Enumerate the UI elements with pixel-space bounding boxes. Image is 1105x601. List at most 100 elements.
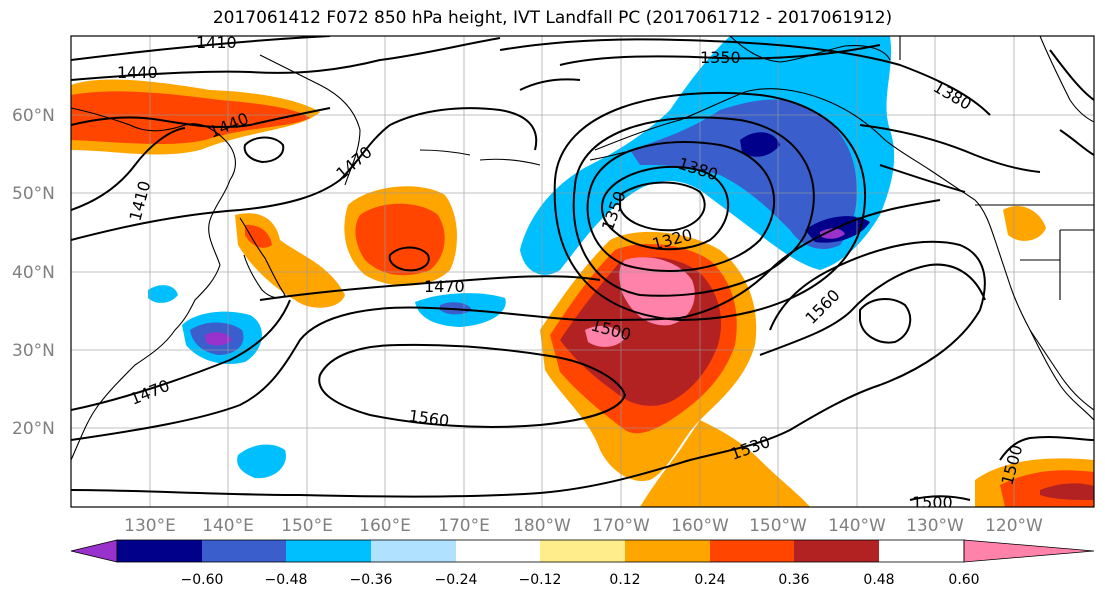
lon-label: 140°W bbox=[828, 516, 886, 536]
map-frame bbox=[70, 35, 1095, 508]
contour-label: 1440 bbox=[117, 63, 158, 82]
ivt-positive-area bbox=[245, 224, 272, 248]
colorbar: −0.60 −0.48 −0.36 −0.24 −0.12 0.12 0.24 … bbox=[70, 539, 1095, 588]
colorbar-segment bbox=[202, 540, 286, 562]
lon-label: 130°W bbox=[906, 516, 964, 536]
colorbar-segment bbox=[286, 540, 371, 562]
colorbar-ticks: −0.60 −0.48 −0.36 −0.24 −0.12 0.12 0.24 … bbox=[181, 572, 980, 588]
lon-label: 150°W bbox=[749, 516, 807, 536]
lon-label: 180°W bbox=[513, 516, 571, 536]
contour-label: 1350 bbox=[700, 48, 741, 67]
map-title: 2017061412 F072 850 hPa height, IVT Land… bbox=[212, 8, 893, 28]
contour-1560-west bbox=[318, 343, 627, 428]
contour-1470-main bbox=[71, 107, 538, 241]
colorbar-tick-label: 0.60 bbox=[948, 572, 979, 588]
ivt-positive-area bbox=[1040, 483, 1094, 500]
kamchatka-coastline bbox=[259, 54, 361, 186]
mexico-coastline bbox=[1029, 329, 1094, 421]
colorbar-segment bbox=[710, 540, 794, 562]
lon-label: 160°W bbox=[671, 516, 729, 536]
contour-1470-east bbox=[879, 164, 966, 193]
lon-label: 150°E bbox=[281, 516, 333, 536]
lat-label: 40°N bbox=[12, 263, 55, 283]
colorbar-segment bbox=[371, 540, 456, 562]
contour-1560-band bbox=[759, 263, 986, 356]
ivt-positive-area bbox=[619, 257, 695, 326]
ivt-negative-area bbox=[630, 99, 857, 250]
contour-east-lines bbox=[1049, 49, 1094, 156]
north-america-border bbox=[975, 204, 1094, 300]
colorbar-segment bbox=[540, 540, 625, 562]
contour-1500-sw bbox=[909, 495, 971, 501]
contour-1560-east bbox=[859, 298, 912, 344]
colorbar-tick-label: −0.48 bbox=[265, 572, 308, 588]
ivt-positive-area bbox=[585, 325, 625, 347]
japan-coastline bbox=[239, 217, 286, 299]
contour-1410-west bbox=[71, 127, 186, 211]
contour-1320 bbox=[619, 181, 706, 232]
contour-1530 bbox=[71, 240, 986, 498]
coastlines bbox=[71, 36, 1094, 461]
contour-label: 1470 bbox=[424, 277, 465, 296]
gridlines bbox=[71, 36, 1094, 507]
contour-kamchatka-low bbox=[388, 246, 430, 272]
contour-1470-mid bbox=[259, 275, 601, 301]
lon-label: 130°E bbox=[124, 516, 176, 536]
contour-1500-se bbox=[999, 436, 1094, 461]
lat-label: 20°N bbox=[12, 419, 55, 439]
colorbar-tick-label: −0.36 bbox=[350, 572, 393, 588]
contour-1410-north bbox=[71, 36, 331, 61]
canada-coast bbox=[1039, 36, 1094, 123]
colorbar-segment bbox=[794, 540, 879, 562]
contour-1440-north bbox=[71, 37, 501, 81]
contour-1410-north-east bbox=[519, 78, 581, 91]
colorbar-tick-label: 0.36 bbox=[778, 572, 809, 588]
ivt-positive-area bbox=[640, 420, 810, 507]
colorbar-frame bbox=[116, 539, 965, 563]
lon-label: 140°E bbox=[202, 516, 254, 536]
colorbar-tick-label: −0.24 bbox=[435, 572, 478, 588]
contour-1350-north bbox=[559, 44, 881, 66]
colorbar-segment bbox=[456, 540, 540, 562]
contour-low-west-circle bbox=[243, 136, 285, 164]
lat-label: 50°N bbox=[12, 184, 55, 204]
lon-label: 160°E bbox=[359, 516, 411, 536]
contour-label: 1500 bbox=[912, 493, 953, 512]
asia-coastline bbox=[71, 107, 236, 461]
lon-label: 170°W bbox=[592, 516, 650, 536]
colorbar-segment bbox=[625, 540, 710, 562]
contour-1500-main bbox=[71, 199, 941, 441]
colorbar-tick-label: −0.60 bbox=[181, 572, 224, 588]
colorbar-extend-low bbox=[70, 539, 118, 563]
latitude-labels: 60°N 50°N 40°N 30°N 20°N bbox=[12, 106, 55, 439]
ivt-negative-area bbox=[148, 285, 178, 303]
ivt-positive-area bbox=[355, 203, 445, 276]
lat-label: 60°N bbox=[12, 106, 55, 126]
longitude-labels: 130°E 140°E 150°E 160°E 170°E 180°W 170°… bbox=[124, 516, 1043, 536]
map-panel: 1410 1440 1440 1410 1470 1470 1470 1350 … bbox=[71, 33, 1094, 512]
colorbar-extend-high bbox=[963, 539, 1095, 563]
ivt-negative-area bbox=[237, 444, 286, 479]
colorbar-tick-label: 0.48 bbox=[863, 572, 894, 588]
colorbar-tick-label: −0.12 bbox=[519, 572, 562, 588]
contour-1470-south bbox=[71, 299, 291, 411]
colorbar-tick-label: 0.24 bbox=[694, 572, 725, 588]
contour-1440-west bbox=[71, 107, 331, 129]
colorbar-tick-label: 0.12 bbox=[609, 572, 640, 588]
lon-label: 170°E bbox=[438, 516, 490, 536]
ivt-negative-area bbox=[740, 132, 780, 157]
contour-label: 1410 bbox=[196, 33, 237, 52]
contour-1380 bbox=[586, 141, 776, 273]
contour-1440-low bbox=[553, 91, 866, 322]
aleutian-islands bbox=[419, 149, 626, 166]
contour-1410-low bbox=[572, 116, 815, 297]
ivt-negative-area bbox=[820, 228, 845, 239]
contour-1380-north bbox=[499, 38, 991, 116]
ivt-positive-area bbox=[71, 91, 310, 145]
contour-1350-inner bbox=[601, 165, 730, 251]
lon-label: 120°W bbox=[985, 516, 1043, 536]
lat-label: 30°N bbox=[12, 341, 55, 361]
ivt-negative-area bbox=[205, 332, 232, 346]
height-contours bbox=[71, 36, 1094, 501]
